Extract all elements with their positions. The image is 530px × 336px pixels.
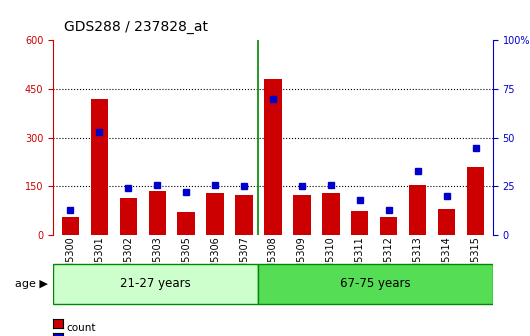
Bar (293, 195, 311, 235)
Bar (322, 193, 340, 235)
Bar (235, 195, 253, 235)
Bar (409, 185, 426, 235)
Bar (148, 191, 166, 235)
Bar (264, 79, 281, 235)
Text: GDS288 / 237828_at: GDS288 / 237828_at (64, 19, 208, 34)
Bar (206, 193, 224, 235)
Bar (351, 211, 368, 235)
Bar (120, 198, 137, 235)
Text: 67-75 years: 67-75 years (340, 278, 411, 290)
Bar (467, 167, 484, 235)
Bar (53, 264, 259, 304)
Bar (178, 212, 195, 235)
Text: count: count (66, 323, 96, 333)
Text: age ▶: age ▶ (15, 279, 48, 289)
Bar (438, 209, 455, 235)
Bar (91, 99, 108, 235)
Bar (259, 264, 493, 304)
Text: 21-27 years: 21-27 years (120, 278, 191, 290)
Bar (380, 217, 398, 235)
Bar (61, 217, 79, 235)
